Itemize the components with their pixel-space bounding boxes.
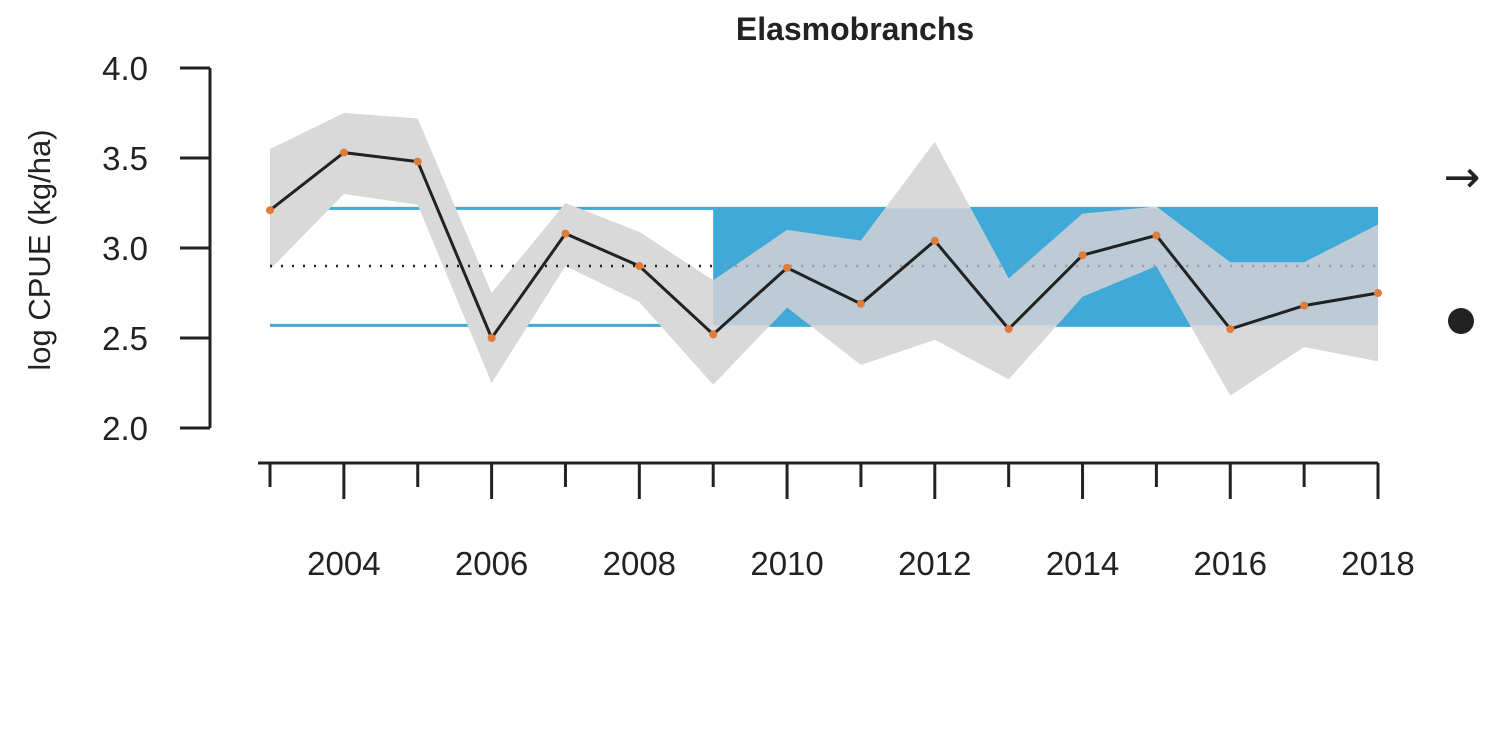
y-tick-label: 2.0 (102, 410, 148, 447)
data-point (561, 229, 570, 238)
x-tick-label: 2010 (750, 545, 823, 582)
x-tick-label: 2008 (603, 545, 676, 582)
y-axis-label: log CPUE (kg/ha) (22, 129, 57, 370)
x-tick-label: 2016 (1194, 545, 1267, 582)
data-point (709, 330, 718, 339)
status-dot-icon (1448, 308, 1474, 334)
data-point (339, 148, 348, 157)
data-point (930, 236, 939, 245)
data-point (487, 334, 496, 342)
x-tick-label: 2012 (898, 545, 971, 582)
y-tick-label: 3.5 (102, 140, 148, 177)
axes: 2.0 2.5 3.0 3.5 4.0 2004 2006 2008 2010 2012 2014 2… (102, 50, 1415, 582)
series-line (269, 151, 1379, 342)
data-point (1152, 231, 1161, 240)
x-tick-label: 2018 (1341, 545, 1414, 582)
data-point (1078, 251, 1087, 260)
data-point (1226, 325, 1235, 333)
plot-area (266, 113, 1382, 396)
trend-arrow-icon: → (1444, 152, 1481, 203)
data-point (413, 157, 422, 166)
data-point (856, 299, 865, 308)
band-overlap (713, 208, 1378, 326)
data-point (1300, 301, 1309, 310)
y-tick-label: 3.0 (102, 230, 148, 267)
chart-title: Elasmobranchs (736, 11, 974, 47)
data-point (1004, 325, 1013, 333)
x-tick-label: 2006 (455, 545, 528, 582)
y-tick-label: 4.0 (102, 50, 148, 87)
data-point (635, 262, 644, 270)
x-tick-label: 2014 (1046, 545, 1119, 582)
data-point (266, 206, 274, 215)
y-tick-label: 2.5 (102, 320, 148, 357)
x-tick-label: 2004 (307, 545, 380, 582)
data-point (783, 263, 792, 272)
data-point (1374, 289, 1382, 297)
